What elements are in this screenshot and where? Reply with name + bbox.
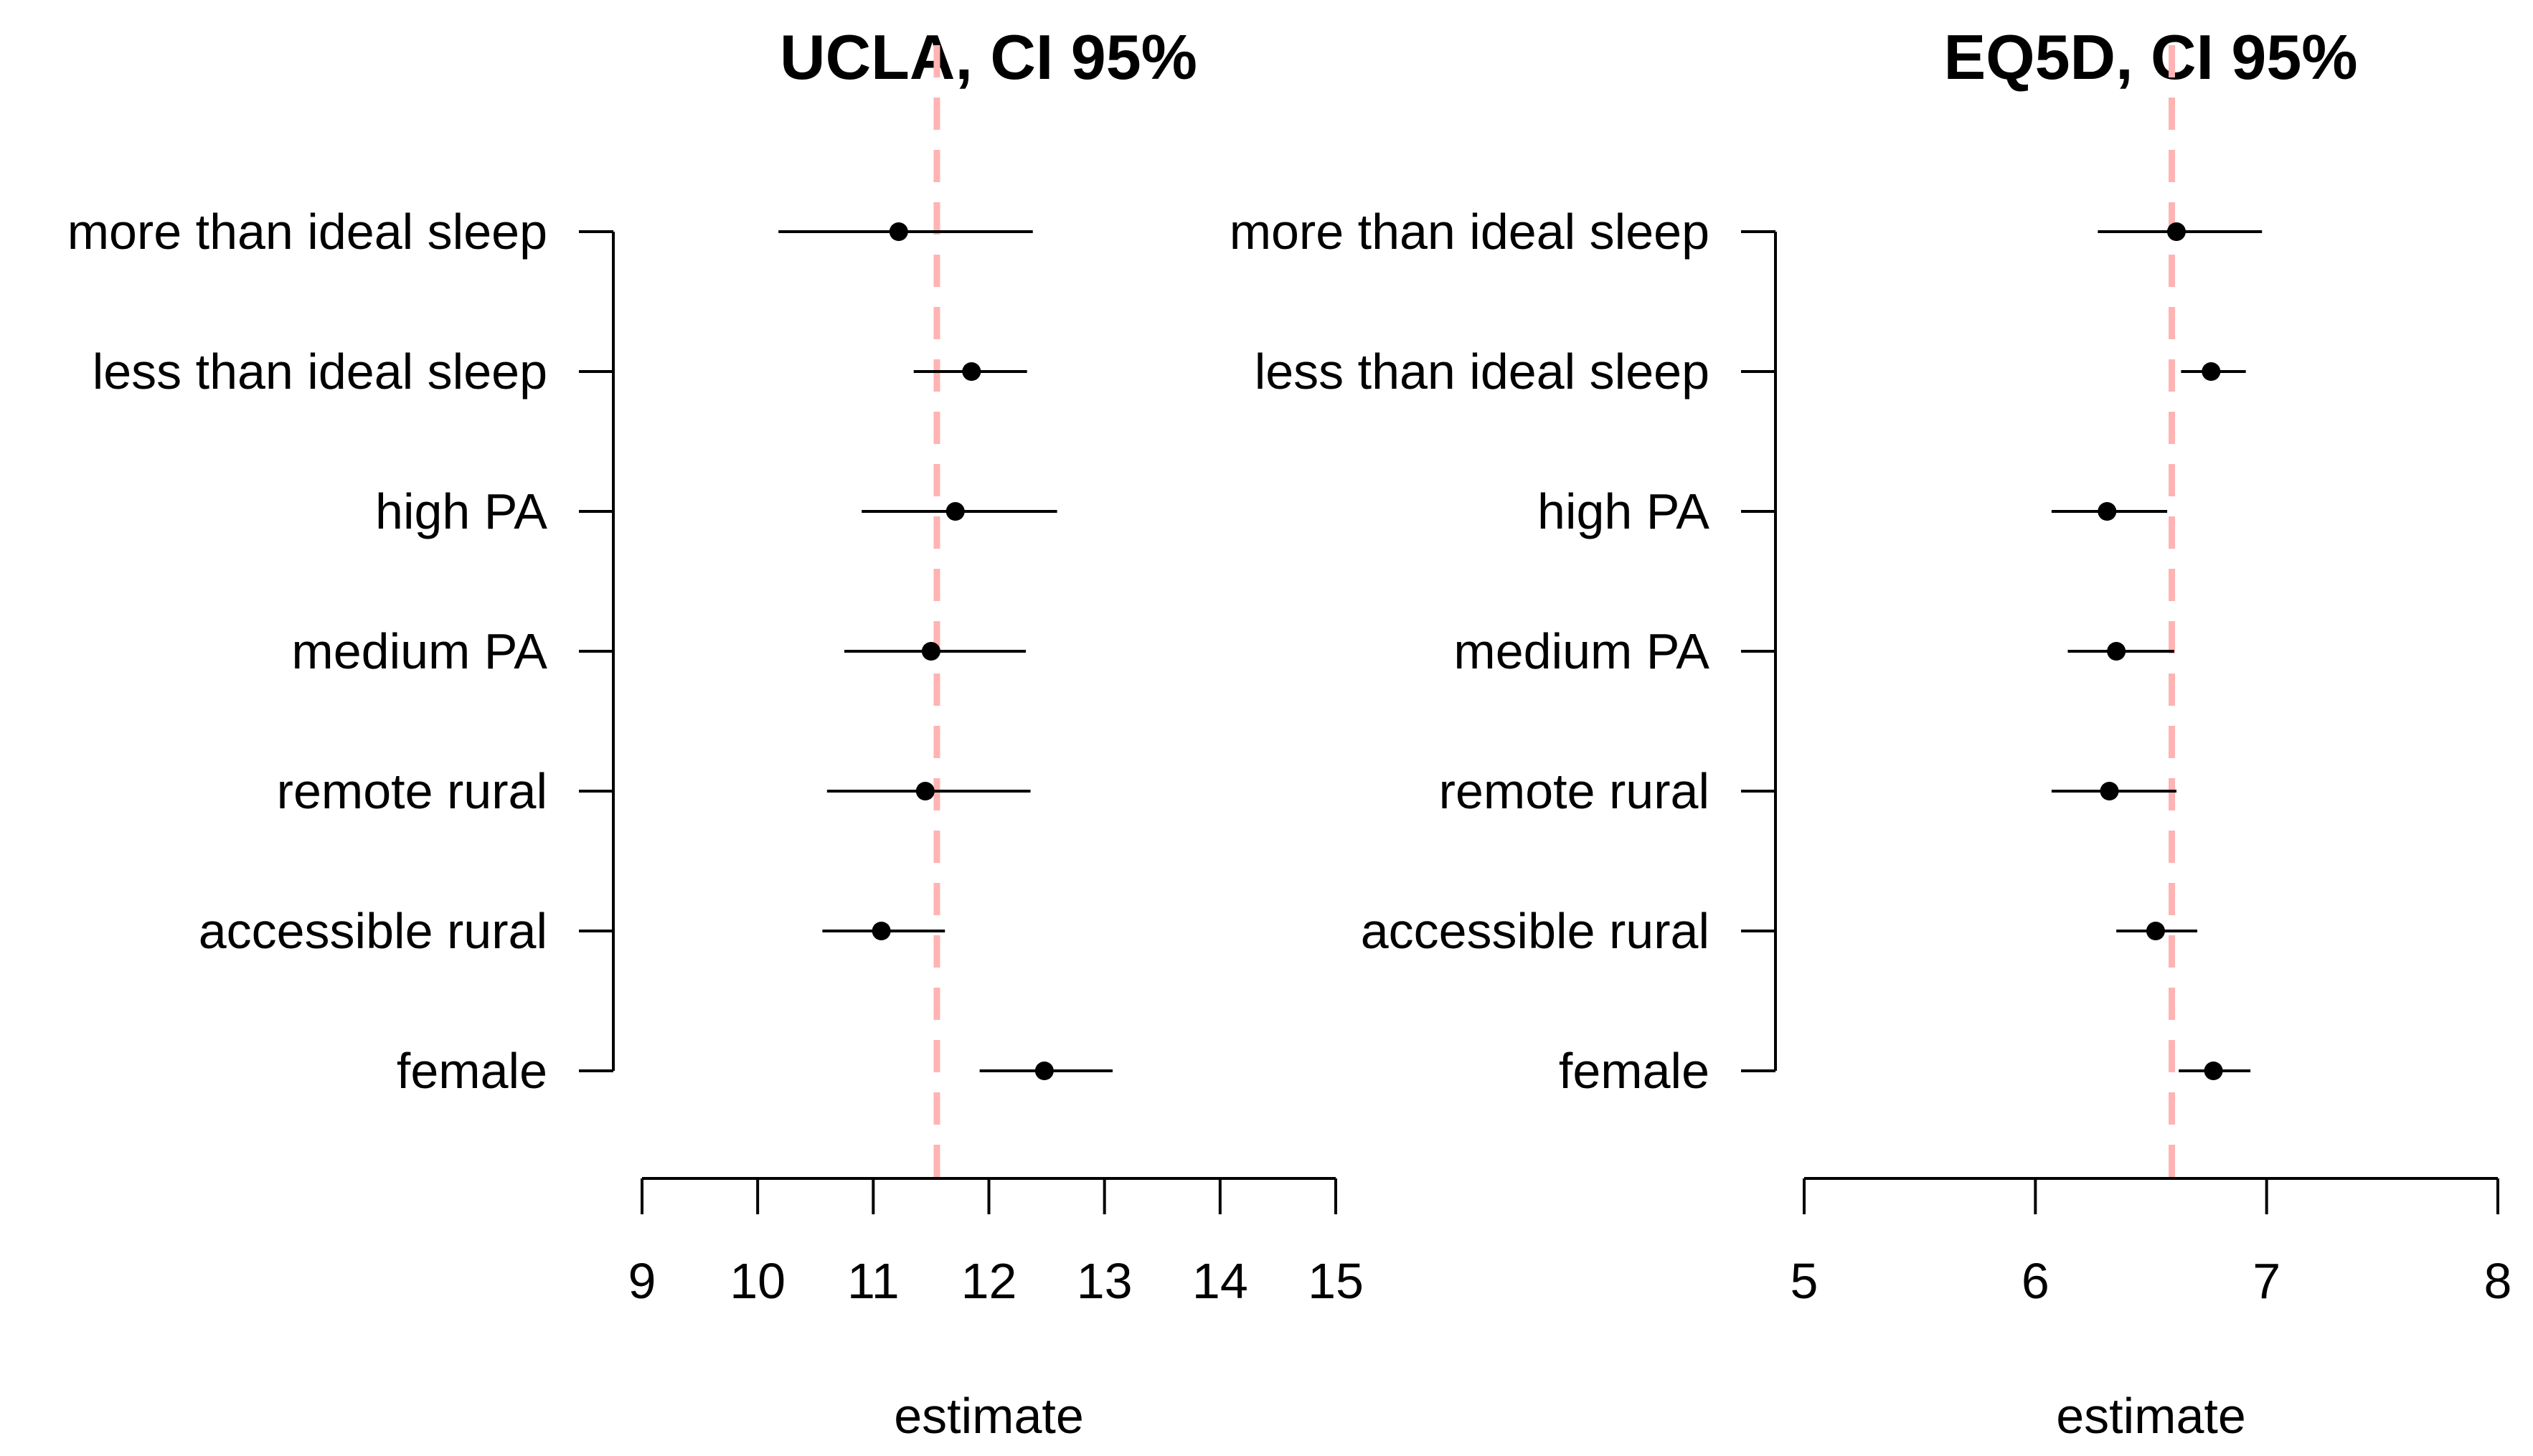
category-label: more than ideal sleep bbox=[1230, 204, 1709, 260]
x-tick-label: 8 bbox=[2484, 1253, 2512, 1309]
x-tick-label: 13 bbox=[1077, 1253, 1133, 1309]
point-estimate bbox=[945, 502, 965, 521]
x-tick-label: 10 bbox=[730, 1253, 786, 1309]
category-label: less than ideal sleep bbox=[1255, 344, 1709, 400]
category-label: medium PA bbox=[1453, 623, 1709, 679]
point-estimate bbox=[2100, 782, 2119, 800]
x-tick-label: 15 bbox=[1308, 1253, 1364, 1309]
point-estimate bbox=[1034, 1062, 1054, 1080]
point-estimate bbox=[2098, 502, 2117, 521]
category-label: high PA bbox=[1537, 483, 1709, 539]
point-estimate bbox=[915, 782, 935, 800]
point-estimate bbox=[889, 222, 908, 241]
point-estimate bbox=[2146, 922, 2165, 940]
x-tick-label: 11 bbox=[847, 1253, 900, 1309]
point-estimate bbox=[921, 642, 940, 661]
x-axis-label: estimate bbox=[894, 1388, 1084, 1444]
point-estimate bbox=[2202, 362, 2221, 381]
point-estimate bbox=[962, 362, 981, 381]
x-tick-label: 14 bbox=[1192, 1253, 1248, 1309]
category-label: more than ideal sleep bbox=[67, 204, 547, 260]
chart-panel-1: UCLA, CI 95% more than ideal sleep less th… bbox=[67, 22, 1364, 1444]
category-label: accessible rural bbox=[199, 903, 547, 959]
chart-panel-2: EQ5D, CI 95% more than ideal sleep less th… bbox=[1230, 22, 2512, 1444]
x-tick-label: 12 bbox=[961, 1253, 1017, 1309]
x-tick-label: 9 bbox=[628, 1253, 656, 1309]
chart-title: UCLA, CI 95% bbox=[780, 22, 1197, 93]
category-label: female bbox=[1559, 1043, 1709, 1099]
category-label: less than ideal sleep bbox=[93, 344, 547, 400]
category-label: medium PA bbox=[291, 623, 547, 679]
category-label: female bbox=[397, 1043, 547, 1099]
category-label: high PA bbox=[375, 483, 547, 539]
point-estimate bbox=[2107, 642, 2126, 661]
x-tick-label: 5 bbox=[1791, 1253, 1819, 1309]
chart-title: EQ5D, CI 95% bbox=[1943, 22, 2357, 93]
point-estimate bbox=[872, 922, 891, 940]
x-tick-label: 7 bbox=[2253, 1253, 2280, 1309]
category-label: remote rural bbox=[277, 763, 547, 819]
category-label: remote rural bbox=[1439, 763, 1709, 819]
x-tick-label: 6 bbox=[2022, 1253, 2049, 1309]
point-estimate bbox=[2166, 222, 2186, 241]
x-axis-label: estimate bbox=[2056, 1388, 2246, 1444]
category-label: accessible rural bbox=[1361, 903, 1709, 959]
point-estimate bbox=[2204, 1062, 2223, 1080]
